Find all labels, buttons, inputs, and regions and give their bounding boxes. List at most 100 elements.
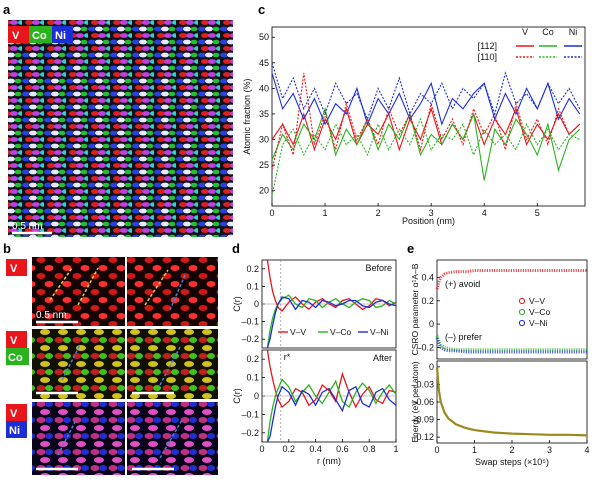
x-tick-label: 0.2 (283, 444, 296, 454)
y-tick-label: –0.1 (241, 409, 259, 419)
svg-text:V: V (10, 263, 18, 275)
series-markers-V–Ni (435, 337, 587, 354)
legend-column-label: Co (542, 27, 554, 37)
svg-text:Co: Co (8, 352, 23, 364)
x-tick-label: 0 (434, 445, 439, 455)
x-axis-label: Position (nm) (402, 216, 455, 226)
legend-column-label: Ni (569, 27, 578, 37)
y-tick-label: 30 (259, 135, 269, 145)
x-tick-label: 0.8 (363, 444, 376, 454)
series-markers-V–Co (435, 335, 587, 352)
panel-d-title: Before (365, 263, 392, 273)
annotation-avoid: (+) avoid (445, 279, 480, 289)
x-tick-label: 0.6 (336, 444, 349, 454)
y-tick-label: 40 (259, 83, 269, 93)
legend-marker (518, 319, 526, 327)
chip-ni-label: Ni (55, 30, 66, 42)
x-tick-label: 3 (429, 208, 434, 218)
series-energy (435, 366, 588, 437)
r-star-label: r* (284, 352, 291, 362)
scale-bar-label-a: 0.5 nm (12, 221, 43, 232)
panel-b-row-v: 0.5 nm (32, 257, 218, 326)
annotation-prefer: (–) prefer (445, 332, 482, 342)
plot-frame (271, 26, 586, 207)
series-line-Ni-[110] (271, 62, 581, 121)
x-tick-label: 5 (535, 208, 540, 218)
y-tick-label: –0.06 (411, 397, 434, 407)
y-axis-label: C(r) (232, 388, 242, 404)
y-tick-label: 35 (259, 109, 269, 119)
chip-v (8, 26, 29, 43)
chip-co-label: Co (32, 30, 47, 42)
y-tick-label: 0 (429, 362, 434, 372)
y-tick-label: 0.4 (421, 272, 434, 282)
legend-row-label: [112] (478, 41, 497, 51)
plot-frame (436, 360, 588, 444)
series-line-V-[112] (271, 106, 581, 152)
y-tick-label: 0.1 (246, 281, 259, 291)
legend-label: V–V (529, 296, 545, 306)
x-tick-label: 1 (323, 208, 328, 218)
chip-co (29, 26, 52, 43)
x-tick-label: 3 (547, 445, 552, 455)
x-tick-label: 4 (584, 445, 589, 455)
y-axis-label: CSRO parameter α¹A–B (410, 263, 420, 355)
svg-text:V: V (10, 335, 18, 347)
legend-label: V–Co (529, 307, 551, 317)
y-tick-label: 50 (259, 32, 269, 42)
y-tick-label: –0.2 (241, 428, 259, 438)
panel-d-title: After (373, 353, 392, 363)
series-line-V–Co (266, 378, 397, 443)
x-tick-label: 0 (259, 444, 264, 454)
y-tick-label: 0.2 (246, 354, 259, 364)
y-tick-label: –0.2 (241, 334, 259, 344)
legend-label: V–Ni (529, 318, 548, 328)
y-tick-label: 25 (259, 160, 269, 170)
chart-e-csro: –0.2 0 0.2 0.4 (+) avoid (–) prefer V–VV–CoV–N… (410, 259, 588, 360)
legend-column-label: V (522, 27, 528, 37)
x-tick-label: 1 (393, 444, 398, 454)
chip-v-label: V (12, 30, 20, 42)
series-line-V–V (266, 349, 397, 409)
scale-bar-label-b: 0.5 nm (36, 310, 67, 321)
panel-label-d: d (232, 241, 240, 256)
y-tick-label: 0.2 (421, 296, 434, 306)
y-axis-label: C(r) (232, 296, 242, 312)
chip-ni (52, 26, 73, 43)
panel-b-row-vni (32, 402, 218, 475)
legend-label: V–Co (330, 327, 352, 337)
series-line-V–Ni (266, 385, 397, 443)
y-tick-label: –0.2 (416, 342, 434, 352)
panel-label-e: e (407, 241, 414, 256)
chart-d-after: –0.2 –0.1 0 0.1 0.2 0 0.2 0.4 0.6 0.8 1 After r* C(r)… (232, 349, 399, 466)
legend-marker (518, 308, 526, 316)
panel-b-element-chips: V V Co V Ni (6, 259, 29, 438)
y-tick-label: –0.12 (411, 432, 434, 442)
y-tick-label: 0.1 (246, 373, 259, 383)
y-tick-label: 0 (254, 391, 259, 401)
x-tick-label: 1 (472, 445, 477, 455)
panel-label-c: c (258, 2, 265, 17)
y-tick-label: 45 (259, 58, 269, 68)
x-tick-label: 4 (482, 208, 487, 218)
panel-a-element-chips: V Co Ni (8, 26, 73, 43)
y-tick-label: –0.1 (241, 317, 259, 327)
y-tick-label: –0.09 (411, 415, 434, 425)
x-axis-label: Swap steps (×10⁵) (475, 457, 549, 467)
series-markers-V–V (435, 269, 587, 290)
legend-marker (518, 297, 526, 305)
legend-label: V–V (290, 327, 306, 337)
series-line-V-[110] (271, 72, 581, 171)
series-line-Co-[112] (271, 106, 581, 181)
y-tick-label: –0.03 (411, 379, 434, 389)
svg-text:Ni: Ni (9, 425, 20, 437)
svg-text:V: V (10, 408, 18, 420)
y-tick-label: 0 (254, 299, 259, 309)
x-tick-label: 0 (269, 208, 274, 218)
x-axis-label: r (nm) (317, 456, 341, 466)
y-tick-label: 0.2 (246, 264, 259, 274)
plot-frame (436, 259, 588, 360)
panel-label-b: b (3, 241, 11, 256)
y-tick-label: 20 (259, 186, 269, 196)
